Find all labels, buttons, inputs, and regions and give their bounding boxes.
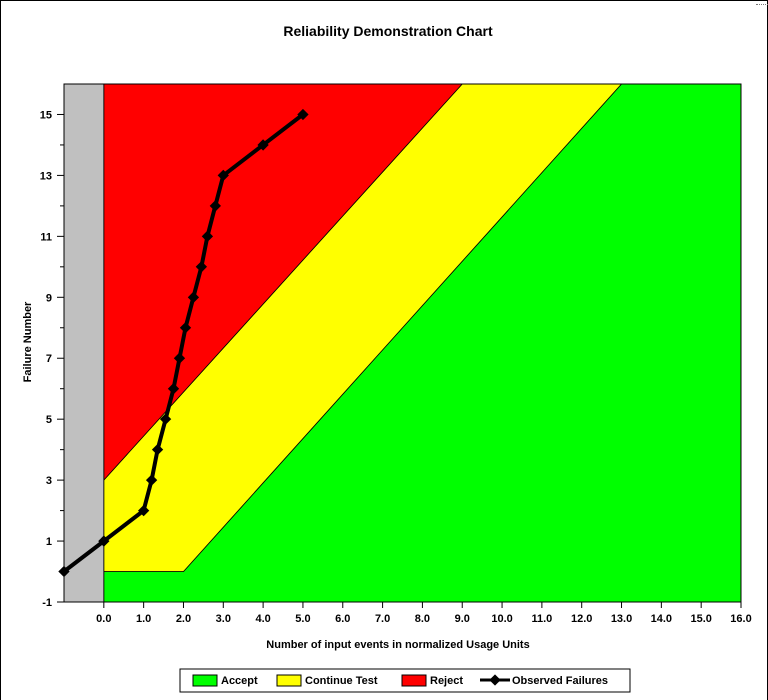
data-point-observed-failure[interactable] <box>209 200 221 212</box>
y-tick-label: 11 <box>40 231 52 243</box>
x-tick-label: 4.0 <box>255 613 270 625</box>
y-tick-label: 5 <box>46 414 52 426</box>
data-point-observed-failure[interactable] <box>98 535 110 547</box>
chart-regions <box>63 83 742 603</box>
data-point-observed-failure[interactable] <box>137 504 150 517</box>
x-tick-label: 10.0 <box>491 613 512 625</box>
series-line-observed-failures <box>62 112 305 574</box>
x-tick-label: 2.0 <box>176 613 191 625</box>
y-tick-label: 1 <box>46 536 52 548</box>
x-tick-label: 6.0 <box>335 613 350 625</box>
y-tick-label: 3 <box>46 475 52 487</box>
x-tick-label: 9.0 <box>455 613 470 625</box>
x-tick-label: 11.0 <box>531 613 552 625</box>
x-tick-label: 5.0 <box>295 613 310 625</box>
x-tick-label: 14.0 <box>651 613 672 625</box>
x-tick-label: 3.0 <box>216 613 231 625</box>
x-tick-label: 7.0 <box>375 613 390 625</box>
data-point-observed-failure[interactable] <box>257 139 269 151</box>
x-axis-label: Number of input events in normalized Usa… <box>266 639 529 651</box>
y-tick-label: -1 <box>42 597 52 609</box>
window-top-border <box>0 0 768 1</box>
legend-swatch-reject <box>401 674 427 687</box>
data-point-observed-failure[interactable] <box>167 383 180 395</box>
chart-title: Reliability Demonstration Chart <box>283 23 493 39</box>
data-point-observed-failure[interactable] <box>179 322 192 334</box>
y-tick-label: 7 <box>46 353 52 365</box>
y-tick-label: 13 <box>40 170 52 182</box>
y-tick-label: 15 <box>40 109 52 121</box>
x-tick-label: 13.0 <box>611 613 632 625</box>
legend-swatch-continue-test <box>276 674 302 687</box>
legend-swatch-accept <box>192 674 218 687</box>
x-tick-label: 0.0 <box>96 613 111 625</box>
region-offset <box>63 83 105 603</box>
x-tick-label: 8.0 <box>415 613 430 625</box>
y-axis-label: Failure Number <box>22 301 34 382</box>
legend-marker-observed-failures <box>489 674 501 686</box>
x-tick-label: 15.0 <box>690 613 711 625</box>
legend-label-continue-test: Continue Test <box>305 675 378 687</box>
x-tick-label: 16.0 <box>730 613 751 625</box>
window-left-border <box>0 0 1 700</box>
x-tick-label: 1.0 <box>136 613 151 625</box>
y-tick-label: 9 <box>46 292 52 304</box>
series-layer <box>58 108 309 578</box>
legend[interactable]: Accept Continue Test Reject Observed Fai… <box>179 668 631 693</box>
legend-label-reject: Reject <box>430 675 463 687</box>
legend-label-observed-failures: Observed Failures <box>512 675 608 687</box>
data-point-observed-failure[interactable] <box>151 443 164 456</box>
corner-dots <box>756 4 768 5</box>
legend-label-accept: Accept <box>221 675 258 687</box>
x-tick-label: 12.0 <box>571 613 592 625</box>
